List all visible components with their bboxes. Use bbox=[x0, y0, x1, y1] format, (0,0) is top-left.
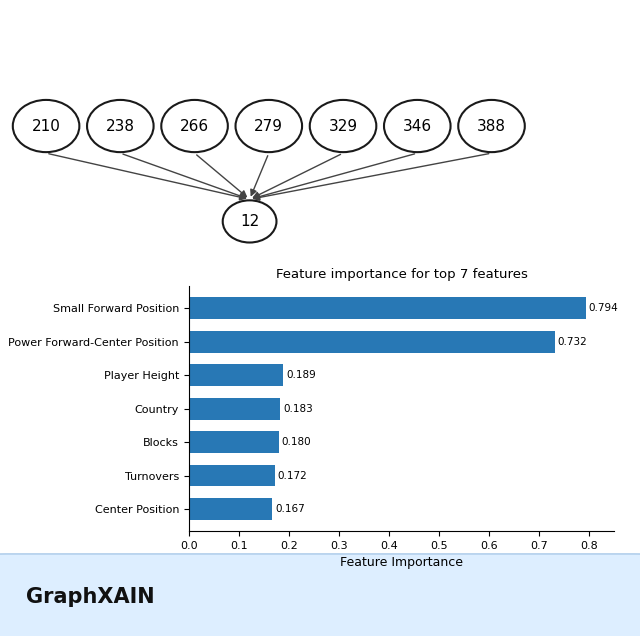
Bar bbox=[189, 498, 273, 520]
Text: 0.172: 0.172 bbox=[277, 471, 307, 481]
Title: Feature importance for top 7 features: Feature importance for top 7 features bbox=[276, 268, 527, 281]
Bar bbox=[189, 331, 556, 352]
Circle shape bbox=[458, 100, 525, 152]
Bar bbox=[189, 465, 275, 487]
Text: 0.183: 0.183 bbox=[283, 404, 313, 413]
Text: 388: 388 bbox=[477, 118, 506, 134]
Text: 210: 210 bbox=[31, 118, 61, 134]
Text: 346: 346 bbox=[403, 118, 432, 134]
FancyBboxPatch shape bbox=[0, 554, 640, 636]
Bar bbox=[189, 364, 284, 386]
Circle shape bbox=[161, 100, 228, 152]
X-axis label: Feature Importance: Feature Importance bbox=[340, 556, 463, 569]
Bar bbox=[189, 297, 586, 319]
Text: 12: 12 bbox=[240, 214, 259, 229]
Text: 238: 238 bbox=[106, 118, 135, 134]
Text: GraphXAIN: GraphXAIN bbox=[26, 587, 154, 607]
Circle shape bbox=[384, 100, 451, 152]
Text: 0.794: 0.794 bbox=[589, 303, 619, 313]
Circle shape bbox=[87, 100, 154, 152]
Circle shape bbox=[310, 100, 376, 152]
Text: 329: 329 bbox=[328, 118, 358, 134]
Text: 0.167: 0.167 bbox=[275, 504, 305, 514]
Circle shape bbox=[13, 100, 79, 152]
Circle shape bbox=[236, 100, 302, 152]
Circle shape bbox=[223, 200, 276, 242]
Text: 0.189: 0.189 bbox=[286, 370, 316, 380]
Text: 266: 266 bbox=[180, 118, 209, 134]
Text: 0.180: 0.180 bbox=[282, 437, 311, 447]
Bar bbox=[189, 431, 279, 453]
Bar bbox=[189, 398, 280, 420]
Text: 279: 279 bbox=[254, 118, 284, 134]
Text: 0.732: 0.732 bbox=[558, 336, 588, 347]
